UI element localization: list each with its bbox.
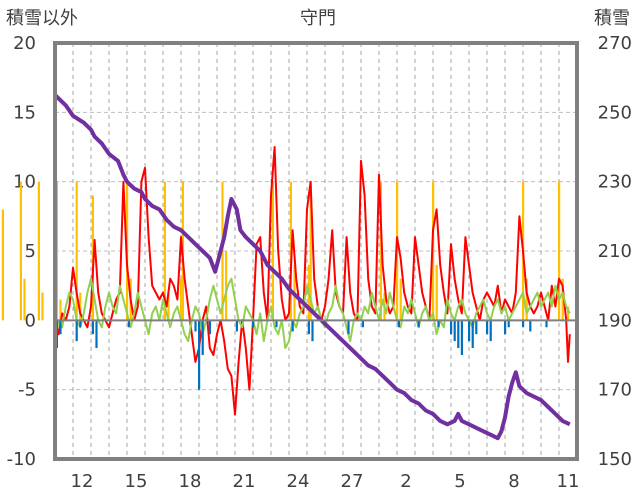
- y-right-tick-label: 150: [598, 449, 632, 470]
- bar-s0: [225, 251, 228, 321]
- bar-s3: [95, 320, 98, 349]
- bar-s3: [486, 320, 489, 335]
- y-left-tick-label: 20: [13, 33, 36, 54]
- right-axis-title: 積雪: [594, 8, 630, 29]
- bar-s3: [468, 320, 471, 342]
- chart-title: 守門: [300, 8, 336, 29]
- bar-s3: [198, 320, 201, 390]
- y-left-tick-label: 5: [25, 241, 36, 262]
- bar-s3: [252, 320, 255, 328]
- series-line-s2: [54, 277, 571, 350]
- bar-s3: [208, 320, 211, 335]
- bar-s0: [561, 278, 564, 321]
- x-tick-label: 11: [557, 471, 580, 492]
- bar-s3: [235, 320, 238, 332]
- bar-s0: [19, 181, 22, 321]
- bar-s3: [291, 320, 294, 332]
- y-left-ticks: 20 15 10 5 0 -5 -10: [7, 33, 36, 470]
- bar-s3: [311, 320, 314, 342]
- bar-s3: [201, 320, 204, 355]
- bar-s3: [471, 320, 474, 349]
- bar-s0: [167, 292, 170, 321]
- bar-s0: [23, 278, 26, 321]
- x-tick-label: 18: [179, 471, 202, 492]
- bar-s0: [271, 181, 274, 321]
- bar-s3: [75, 320, 78, 342]
- bar-s3: [194, 320, 197, 332]
- x-tick-label: 8: [508, 471, 519, 492]
- bar-s0: [525, 278, 528, 321]
- bar-s3: [417, 320, 420, 328]
- bar-s3: [489, 320, 492, 342]
- bar-s0: [163, 181, 166, 321]
- bar-s3: [79, 320, 82, 328]
- bar-s3: [450, 320, 453, 335]
- bar-s3: [522, 320, 525, 328]
- bar-s0: [558, 181, 561, 321]
- bar-s3: [529, 320, 532, 332]
- grid: [55, 43, 577, 459]
- series-line-s4: [53, 93, 571, 441]
- bar-s0: [75, 181, 78, 321]
- bar-s3: [361, 320, 364, 328]
- x-tick-label: 5: [454, 471, 465, 492]
- bar-s0: [180, 278, 183, 321]
- y-left-tick-label: -5: [18, 380, 36, 401]
- bar-s3: [457, 320, 460, 349]
- bar-s3: [437, 320, 440, 328]
- bar-s3: [347, 320, 350, 335]
- bar-s0: [1, 209, 4, 321]
- bar-s3: [397, 320, 400, 328]
- y-right-tick-label: 190: [598, 310, 632, 331]
- bar-s3: [275, 320, 278, 328]
- x-tick-label: 2: [400, 471, 411, 492]
- bar-s0: [399, 278, 402, 321]
- y-left-tick-label: -10: [7, 449, 36, 470]
- bar-s0: [79, 292, 82, 321]
- bar-s0: [41, 292, 44, 321]
- y-left-tick-label: 10: [13, 172, 36, 193]
- plot-frame: [53, 41, 579, 461]
- bar-s3: [504, 320, 507, 335]
- plot-area: [1, 93, 577, 441]
- y-right-ticks: 270 250 230 210 190 170 150: [598, 33, 632, 470]
- bar-s3: [545, 320, 548, 328]
- x-tick-label: 12: [71, 471, 94, 492]
- bar-s3: [460, 320, 463, 355]
- bar-s0: [435, 264, 438, 321]
- bar-s0: [309, 181, 312, 321]
- y-right-tick-label: 250: [598, 102, 632, 123]
- y-right-tick-label: 270: [598, 33, 632, 54]
- x-tick-label: 24: [287, 471, 310, 492]
- y-left-tick-label: 15: [13, 102, 36, 123]
- bar-s3: [453, 320, 456, 342]
- bar-s3: [127, 320, 130, 328]
- x-tick-label: 27: [341, 471, 364, 492]
- bar-s3: [307, 320, 310, 335]
- y-right-tick-label: 230: [598, 172, 632, 193]
- bar-s0: [379, 181, 382, 321]
- bar-s0: [567, 306, 570, 321]
- bar-s3: [59, 320, 62, 335]
- bar-s3: [475, 320, 478, 335]
- left-axis-title: 積雪以外: [6, 8, 78, 29]
- bar-s3: [91, 320, 94, 335]
- x-tick-label: 15: [125, 471, 148, 492]
- bar-s0: [37, 181, 40, 321]
- y-left-tick-label: 0: [25, 310, 36, 331]
- bar-s0: [59, 299, 62, 321]
- y-right-tick-label: 210: [598, 241, 632, 262]
- x-tick-label: 21: [233, 471, 256, 492]
- x-ticks: 12 15 18 21 24 27 2 5 8 11: [71, 471, 580, 492]
- series-line-s1: [54, 146, 571, 416]
- y-right-tick-label: 170: [598, 380, 632, 401]
- bar-s3: [507, 320, 510, 328]
